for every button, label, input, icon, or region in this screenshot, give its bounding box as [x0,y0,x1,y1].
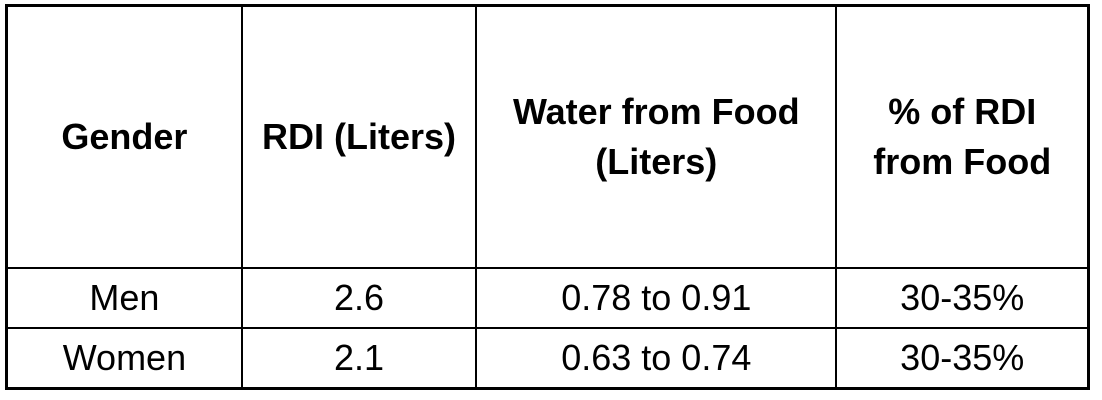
header-rdi: RDI (Liters) [240,4,478,269]
header-percent-rdi: % of RDI from Food [835,4,1090,269]
header-water-from-food: Water from Food (Liters) [475,4,838,269]
header-row: Gender RDI (Liters) Water from Food (Lit… [5,4,1090,269]
cell-water-from-food: 0.63 to 0.74 [475,327,838,390]
cell-gender: Women [5,327,243,390]
table-row: Women 2.1 0.63 to 0.74 30-35% [5,327,1090,390]
cell-rdi: 2.6 [240,267,478,329]
cell-percent-rdi: 30-35% [835,267,1090,329]
table-row: Men 2.6 0.78 to 0.91 30-35% [5,267,1090,329]
cell-water-from-food: 0.78 to 0.91 [475,267,838,329]
cell-rdi: 2.1 [240,327,478,390]
cell-percent-rdi: 30-35% [835,327,1090,390]
table-container: Gender RDI (Liters) Water from Food (Lit… [5,4,1090,390]
cell-gender: Men [5,267,243,329]
header-gender: Gender [5,4,243,269]
water-rdi-table: Gender RDI (Liters) Water from Food (Lit… [5,4,1090,390]
